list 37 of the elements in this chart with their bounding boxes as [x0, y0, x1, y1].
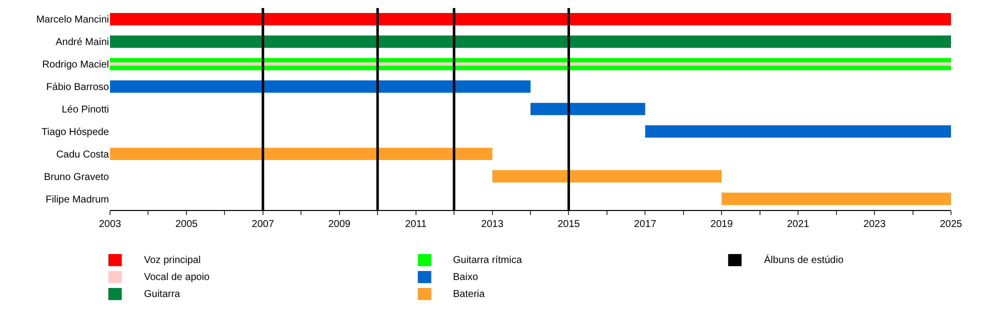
x-tick-label: 2007 [252, 219, 274, 230]
bar [722, 192, 951, 205]
bar [530, 102, 646, 116]
bar [110, 62, 951, 66]
y-tick-label: Cadu Costa [56, 149, 110, 160]
bar [492, 170, 722, 183]
x-tick-label: 2025 [940, 219, 963, 230]
y-tick-label: Bruno Graveto [44, 172, 110, 183]
bar [110, 35, 951, 48]
y-tick-label: Fábio Barroso [46, 82, 110, 94]
y-tick-label: André Maini [56, 37, 109, 48]
y-tick-label: Marcelo Mancini [36, 14, 109, 26]
legend-label: Guitarra rítmica [453, 255, 522, 266]
legend-label: Vocal de apoio [144, 272, 210, 283]
bar [110, 148, 492, 160]
x-tick-label: 2009 [328, 219, 351, 230]
bar [110, 80, 530, 93]
x-tick-label: 2023 [863, 219, 886, 230]
x-tick-label: 2015 [558, 219, 580, 230]
x-tick-label: 2005 [175, 219, 198, 230]
x-tick-label: 2019 [710, 219, 734, 230]
y-tick-label: Rodrigo Maciel [42, 60, 109, 71]
legend-label: Voz principal [144, 255, 201, 266]
x-tick-label: 2013 [481, 219, 504, 230]
y-tick-label: Léo Pinotti [62, 104, 109, 116]
x-tick-label: 2003 [98, 219, 122, 230]
legend-label: Álbuns de estúdio [764, 254, 844, 266]
legend-label: Bateria [453, 289, 486, 300]
y-tick-label: Filipe Madrum [46, 194, 109, 206]
bar [110, 13, 951, 26]
legend-label: Guitarra [144, 289, 181, 300]
y-tick-label: Tiago Hóspede [42, 126, 110, 138]
x-tick-label: 2011 [405, 219, 428, 230]
bar [645, 125, 951, 138]
x-tick-label: 2017 [634, 219, 657, 230]
legend-label: Baixo [453, 272, 478, 283]
x-tick-label: 2021 [786, 219, 810, 230]
